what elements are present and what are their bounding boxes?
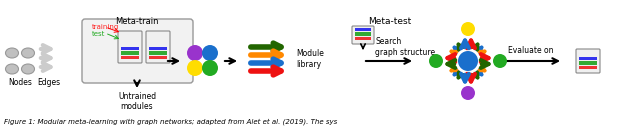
Bar xyxy=(579,57,597,60)
Bar xyxy=(355,36,371,40)
FancyBboxPatch shape xyxy=(352,26,374,44)
Text: test: test xyxy=(92,31,106,37)
Circle shape xyxy=(493,54,507,68)
Circle shape xyxy=(187,60,203,76)
Circle shape xyxy=(187,45,203,61)
Circle shape xyxy=(458,51,478,71)
Text: Meta-train: Meta-train xyxy=(115,17,159,26)
Ellipse shape xyxy=(22,48,35,58)
Bar xyxy=(149,55,167,59)
Ellipse shape xyxy=(6,64,19,74)
Ellipse shape xyxy=(6,48,19,58)
FancyBboxPatch shape xyxy=(576,49,600,73)
FancyBboxPatch shape xyxy=(118,31,142,63)
FancyBboxPatch shape xyxy=(82,19,193,83)
Bar xyxy=(355,32,371,36)
Bar xyxy=(149,51,167,55)
FancyBboxPatch shape xyxy=(146,31,170,63)
Circle shape xyxy=(202,45,218,61)
Text: Module
library: Module library xyxy=(296,49,324,69)
Circle shape xyxy=(461,22,475,36)
Bar xyxy=(355,28,371,31)
Text: Untrained
modules: Untrained modules xyxy=(118,92,156,111)
Circle shape xyxy=(461,86,475,100)
Circle shape xyxy=(429,54,443,68)
Text: Edges: Edges xyxy=(37,78,61,87)
Bar xyxy=(121,46,139,50)
Circle shape xyxy=(202,60,218,76)
Bar xyxy=(121,55,139,59)
Bar xyxy=(121,51,139,55)
Bar xyxy=(579,65,597,69)
Text: Search
graph structure: Search graph structure xyxy=(375,37,435,57)
Text: Meta-test: Meta-test xyxy=(369,17,412,26)
Bar xyxy=(149,46,167,50)
Text: Evaluate on: Evaluate on xyxy=(508,46,554,55)
Text: Nodes: Nodes xyxy=(8,78,32,87)
Ellipse shape xyxy=(22,64,35,74)
Text: training: training xyxy=(92,24,119,30)
Bar xyxy=(579,61,597,65)
Text: Figure 1: Modular meta-learning with graph networks; adapted from Alet et al. (2: Figure 1: Modular meta-learning with gra… xyxy=(4,118,337,125)
